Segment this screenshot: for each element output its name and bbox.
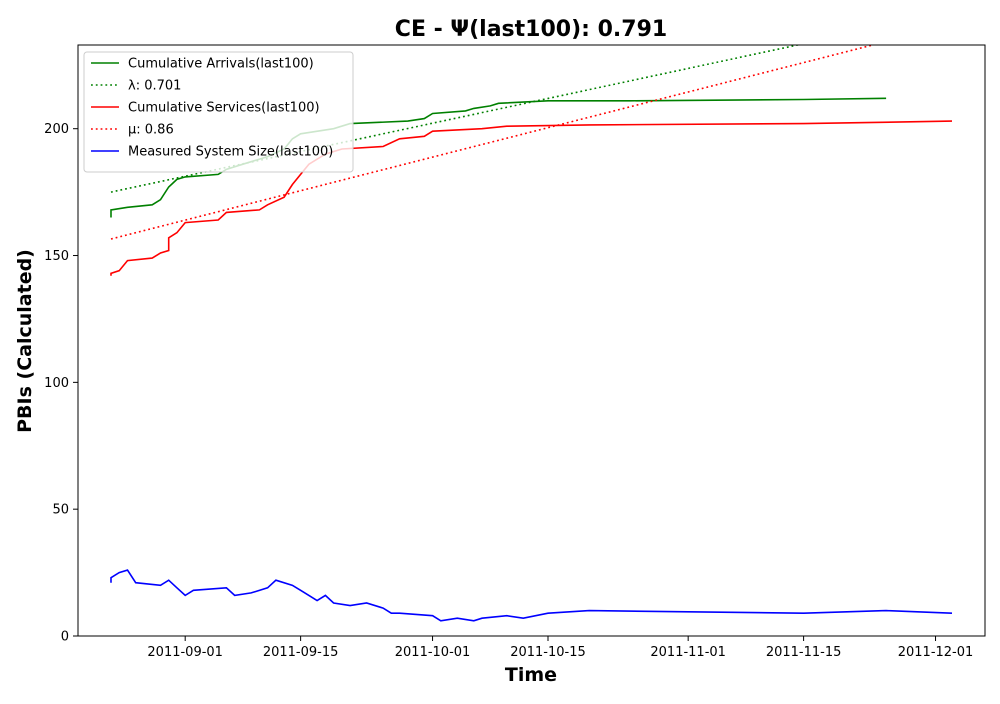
y-tick-label: 200 bbox=[44, 122, 69, 137]
y-axis: 0 50 100 150 200 bbox=[44, 122, 78, 645]
legend-label-1: Cumulative Arrivals(last100) bbox=[128, 57, 314, 72]
x-axis-label: Time bbox=[505, 664, 557, 686]
plot-frame bbox=[77, 44, 986, 637]
x-tick-label: 2011-11-01 bbox=[650, 645, 726, 660]
legend-box bbox=[83, 51, 354, 173]
y-tick-label: 100 bbox=[44, 376, 69, 391]
x-tick-label: 2011-09-15 bbox=[263, 645, 339, 660]
legend-label-2: λ: 0.701 bbox=[128, 79, 181, 94]
legend-label-3: Cumulative Services(last100) bbox=[128, 101, 320, 116]
y-axis-label: PBIs (Calculated) bbox=[14, 249, 36, 433]
x-tick-label: 2011-10-15 bbox=[510, 645, 586, 660]
x-tick-label: 2011-09-01 bbox=[147, 645, 223, 660]
legend-label-4: μ: 0.86 bbox=[128, 123, 174, 138]
x-tick-label: 2011-11-15 bbox=[766, 645, 842, 660]
x-tick-label: 2011-10-01 bbox=[395, 645, 471, 660]
series-line-5 bbox=[110, 569, 953, 622]
y-tick-label: 150 bbox=[44, 249, 69, 264]
x-tick-label: 2011-12-01 bbox=[898, 645, 974, 660]
y-tick-label: 0 bbox=[61, 630, 69, 645]
y-tick-label: 50 bbox=[52, 503, 69, 518]
series-line-3 bbox=[110, 120, 953, 276]
x-axis: 2011-09-01 2011-09-15 2011-10-01 2011-10-15… bbox=[147, 636, 973, 660]
chart-title: CE - Ψ(last100): 0.791 bbox=[395, 17, 667, 42]
legend: Cumulative Arrivals(last100) λ: 0.701 Cumu… bbox=[83, 51, 354, 173]
legend-label-5: Measured System Size(last100) bbox=[128, 145, 333, 160]
